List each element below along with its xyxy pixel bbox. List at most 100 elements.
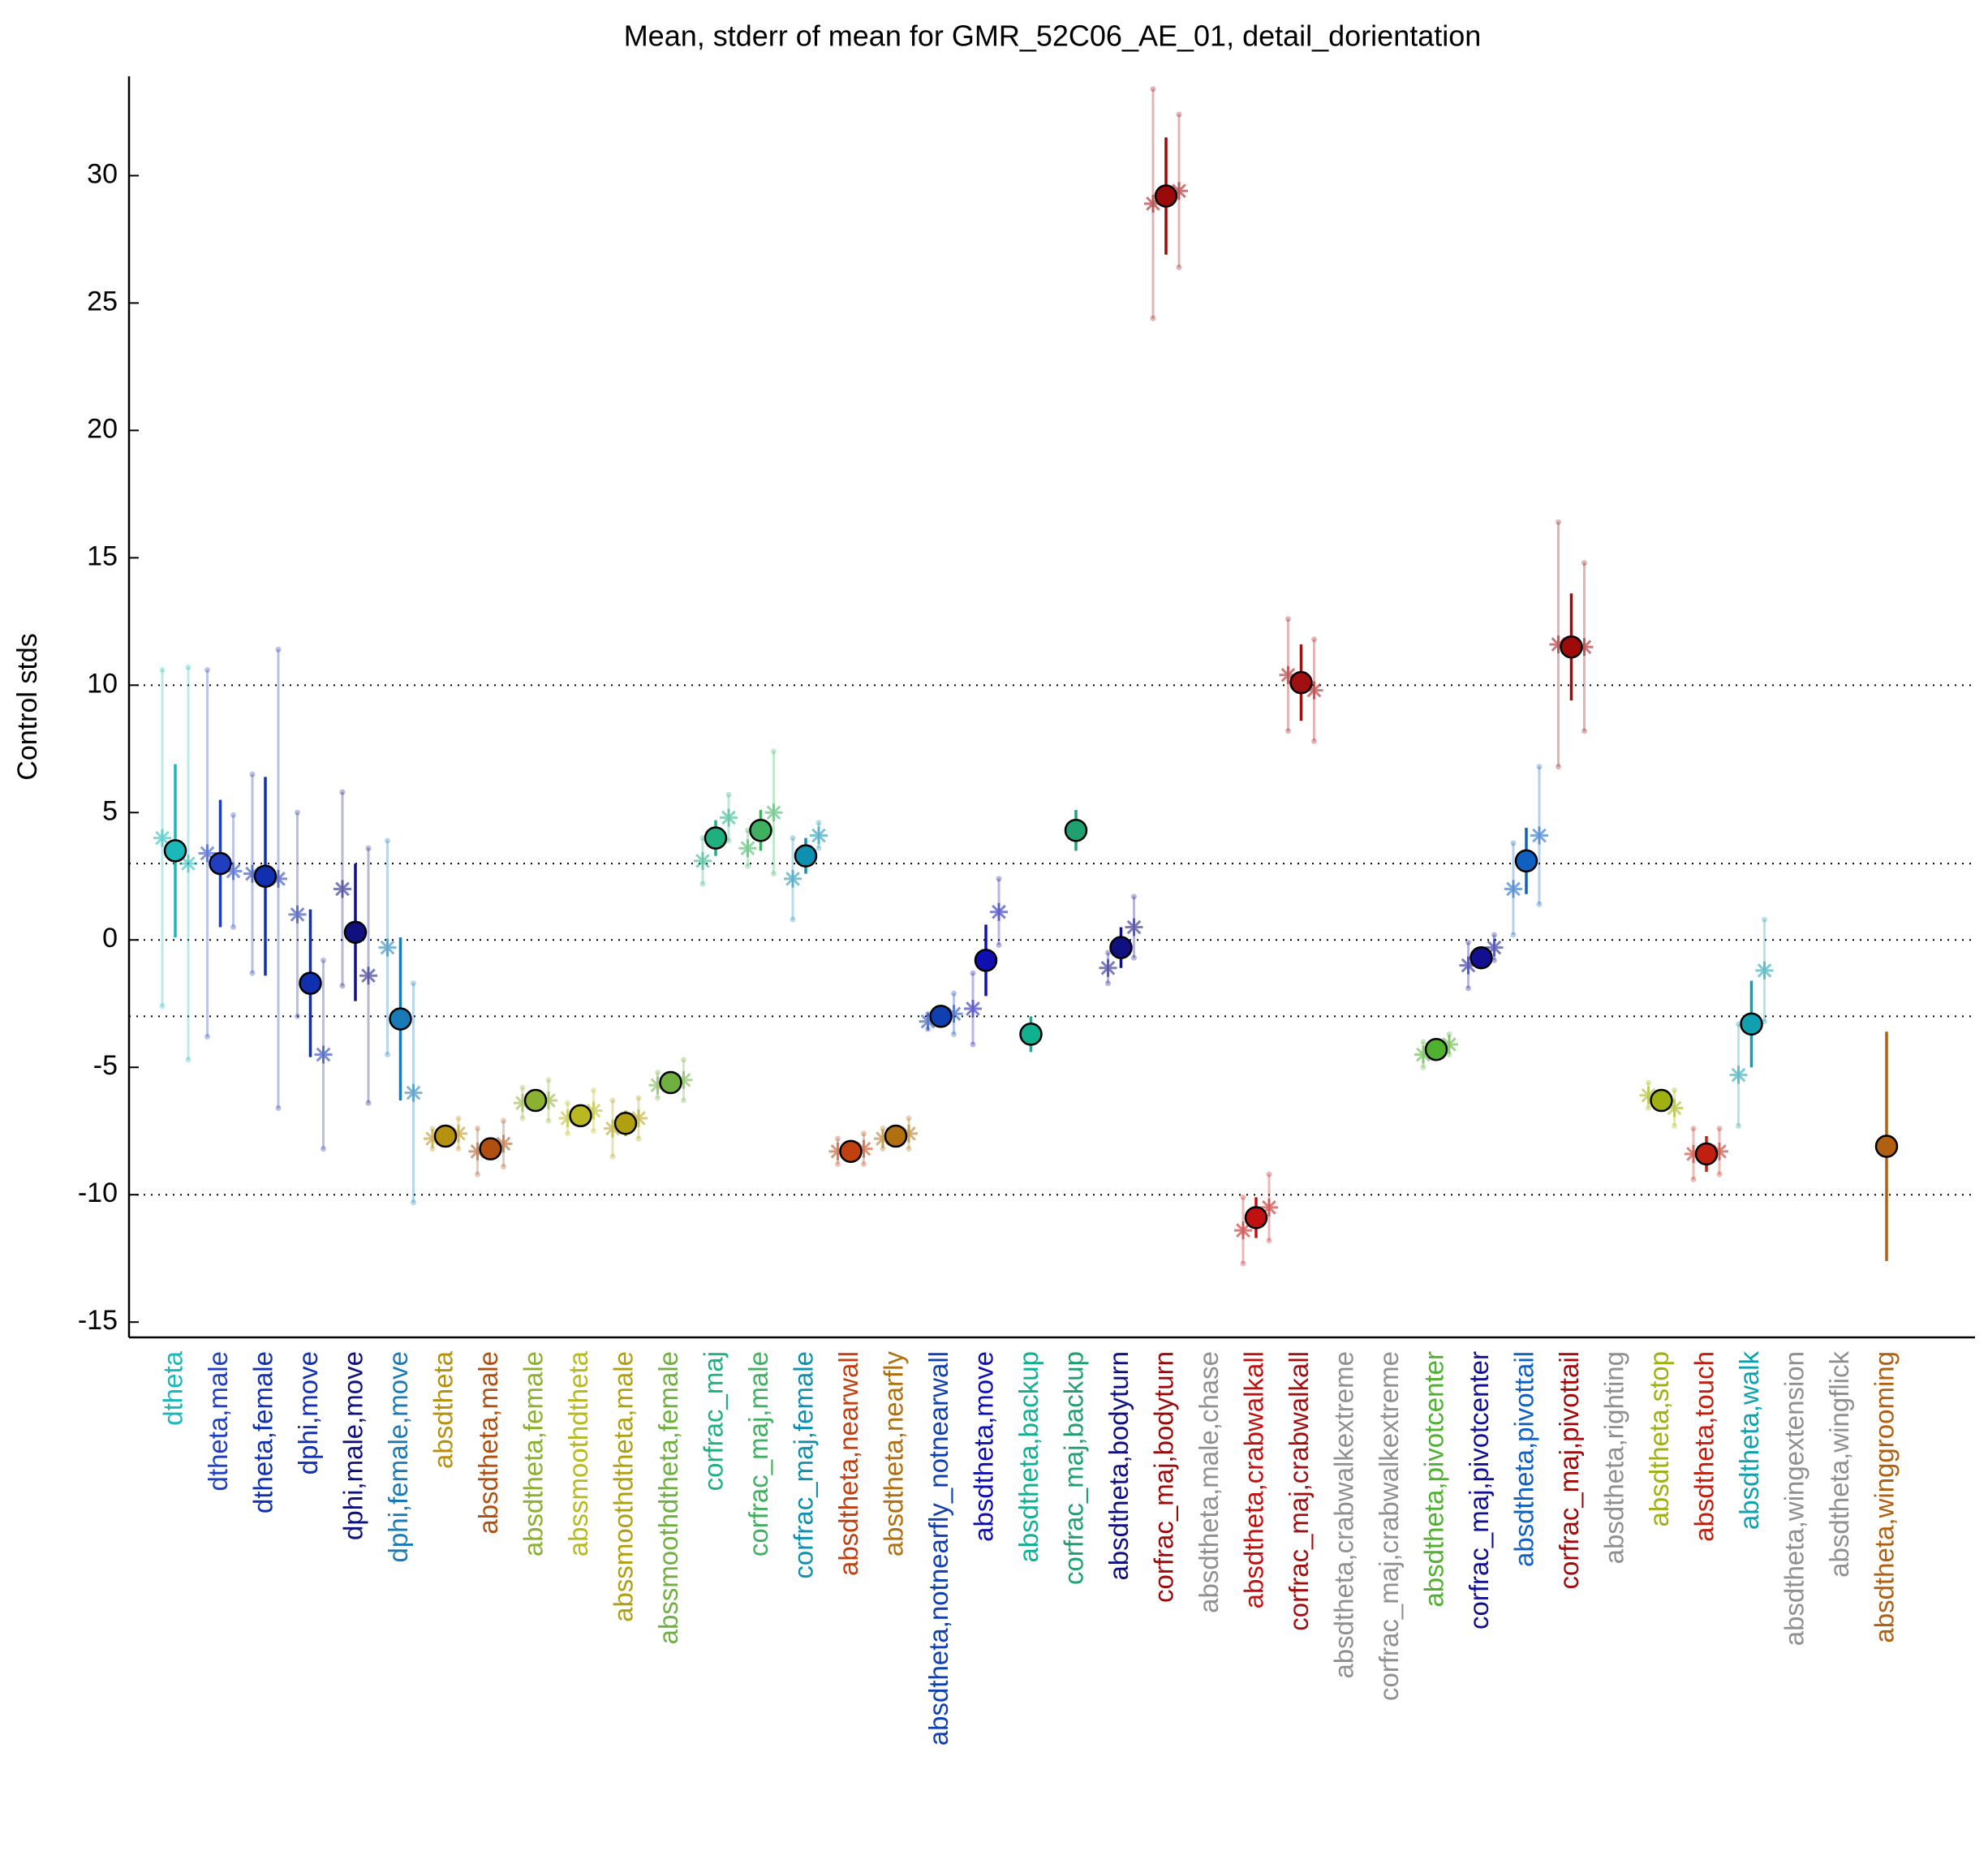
mean-marker xyxy=(523,1088,548,1113)
sub-error-end xyxy=(681,1057,686,1063)
category-group xyxy=(288,809,333,1152)
sub-error-end xyxy=(1465,939,1471,945)
sub-error-end xyxy=(771,748,777,755)
sub-error-end xyxy=(185,1057,191,1063)
x-tick-label: absdtheta,crabwalkextreme xyxy=(1329,1351,1359,1679)
category-group xyxy=(784,820,828,923)
mean-marker xyxy=(1424,1037,1448,1061)
mean-marker xyxy=(1650,1088,1673,1113)
sub-error-end xyxy=(545,1117,552,1124)
category-group xyxy=(514,1077,557,1124)
category-group xyxy=(1099,893,1143,987)
sub-error-end xyxy=(1556,764,1561,770)
asterisk-marker xyxy=(810,826,828,845)
asterisk-marker xyxy=(694,851,712,870)
asterisk-marker xyxy=(359,967,377,985)
sub-error-end xyxy=(475,1171,480,1178)
asterisk-marker xyxy=(1170,182,1188,200)
sub-error-end xyxy=(1150,86,1156,93)
asterisk-marker xyxy=(450,1124,467,1143)
asterisk-marker xyxy=(1639,1086,1658,1104)
category-group xyxy=(1414,1031,1458,1070)
asterisk-marker xyxy=(1440,1035,1458,1053)
x-tick-label: absdtheta,backup xyxy=(1013,1351,1043,1563)
mean-marker xyxy=(433,1124,458,1148)
asterisk-marker xyxy=(828,1142,847,1160)
asterisk-marker xyxy=(153,829,171,847)
sub-error-end xyxy=(249,771,256,777)
sub-error-end xyxy=(1736,1021,1741,1027)
mean-marker xyxy=(569,1104,592,1128)
sub-error-end xyxy=(725,791,732,798)
sub-error-end xyxy=(1131,893,1137,900)
sub-error-end xyxy=(725,837,732,844)
sub-error-end xyxy=(339,983,346,989)
sub-error-end xyxy=(230,924,236,931)
mean-marker xyxy=(1019,1023,1043,1046)
y-tick-label: 20 xyxy=(87,413,118,444)
y-tick-label: -15 xyxy=(78,1305,118,1336)
category-group xyxy=(874,1115,918,1152)
sub-error-end xyxy=(1131,954,1137,961)
mean-marker xyxy=(613,1112,638,1135)
mean-marker xyxy=(299,971,322,995)
sub-error-end xyxy=(1510,932,1517,938)
sub-error-end xyxy=(275,646,282,652)
sub-error-end xyxy=(699,835,706,842)
x-tick-label: absdtheta,crabwalkall xyxy=(1239,1351,1269,1608)
x-tick-label: corfrac_maj,pivottail xyxy=(1554,1351,1584,1589)
sub-error-end xyxy=(501,1164,506,1170)
x-tick-label: absdtheta,stop xyxy=(1644,1351,1674,1527)
mean-marker xyxy=(1244,1206,1268,1229)
sub-error-end xyxy=(1420,1039,1426,1045)
sub-error-end xyxy=(545,1077,552,1083)
sub-error-end xyxy=(519,1115,526,1122)
sub-error-end xyxy=(230,812,236,818)
category-group xyxy=(1019,1016,1043,1053)
mean-marker xyxy=(1109,936,1133,959)
x-tick-label: corfrac_maj,backup xyxy=(1059,1351,1089,1585)
asterisk-marker xyxy=(1144,194,1162,213)
asterisk-marker xyxy=(243,864,261,883)
category-group xyxy=(468,1117,513,1178)
sub-error-end xyxy=(1266,1238,1272,1244)
sub-error-end xyxy=(1446,1031,1452,1037)
mean-marker xyxy=(1740,1012,1763,1036)
sub-error-end xyxy=(1736,1122,1741,1129)
x-tick-label: absdtheta,wingextension xyxy=(1779,1351,1809,1646)
mean-marker xyxy=(974,949,998,972)
mean-marker xyxy=(479,1137,502,1160)
x-tick-label: absdtheta,male,chase xyxy=(1194,1351,1224,1613)
x-tick-label: corfrac_maj,crabwalkextreme xyxy=(1374,1351,1404,1701)
y-tick-label: -5 xyxy=(93,1050,118,1081)
x-tick-label: abssmoothdtheta xyxy=(563,1350,593,1556)
y-tick-label: 10 xyxy=(87,668,118,699)
category-group xyxy=(198,666,243,1040)
sub-error-end xyxy=(835,1161,841,1168)
asterisk-marker xyxy=(1234,1221,1252,1240)
sub-error-end xyxy=(1581,560,1587,566)
mean-marker xyxy=(839,1139,863,1164)
sub-error-end xyxy=(1176,111,1182,118)
asterisk-marker xyxy=(1459,956,1478,975)
asterisk-marker xyxy=(288,905,307,924)
sub-error-end xyxy=(996,876,1002,882)
sub-error-end xyxy=(475,1126,480,1132)
mean-marker xyxy=(1874,1135,1899,1158)
category-group xyxy=(153,664,197,1063)
category-group xyxy=(694,791,738,887)
x-tick-label: dphi,move xyxy=(293,1351,323,1475)
x-tick-label: absdtheta,move xyxy=(969,1351,999,1542)
sub-error-end xyxy=(204,666,210,673)
sub-error-end xyxy=(1491,932,1497,938)
y-tick-label: 15 xyxy=(87,540,118,571)
asterisk-marker xyxy=(1685,1144,1702,1163)
category-group xyxy=(1639,1079,1684,1129)
y-axis-label: Control stds xyxy=(12,633,43,780)
sub-error-end xyxy=(1646,1104,1651,1111)
category-group xyxy=(424,1115,467,1152)
asterisk-marker xyxy=(224,862,243,880)
asterisk-marker xyxy=(179,855,197,873)
category-group xyxy=(378,837,423,1206)
